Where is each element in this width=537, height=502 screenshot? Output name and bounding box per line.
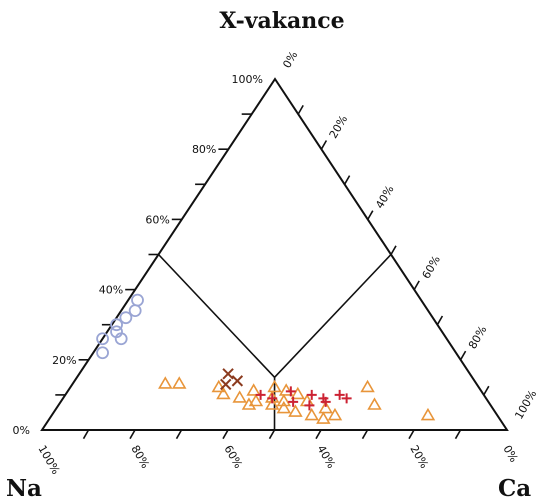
data-point-triangle	[158, 376, 173, 389]
apex-label-ca: Ca	[498, 475, 531, 502]
data-point-plus	[320, 396, 331, 407]
data-point-triangle	[290, 386, 306, 400]
tick-right	[459, 350, 467, 361]
tick-right	[343, 175, 351, 185]
tick-label-left: 40%	[99, 284, 123, 297]
data-point-plus	[267, 393, 278, 404]
tick-right	[320, 140, 328, 150]
data-point-circle	[96, 332, 109, 346]
data-point-triangle	[267, 379, 282, 393]
data-points	[96, 293, 436, 424]
tick-label-left: 80%	[192, 143, 216, 156]
tick-bottom	[82, 429, 90, 440]
data-point-plus	[304, 400, 315, 411]
tick-bottom	[268, 429, 276, 440]
tick-bottom	[361, 429, 369, 440]
tick-right	[390, 245, 397, 255]
data-point-triangle	[276, 393, 292, 407]
data-point-triangle	[288, 404, 303, 417]
tick-right	[483, 385, 490, 396]
data-point-triangle	[360, 379, 375, 393]
tick-label-bottom: 20%	[407, 443, 430, 471]
data-point-triangle	[216, 386, 231, 400]
apex-label-na: Na	[6, 475, 42, 502]
data-point-plus	[285, 386, 296, 397]
tick-label-bottom: 60%	[221, 443, 244, 471]
data-point-triangle	[278, 383, 294, 396]
tick-bottom	[454, 429, 462, 440]
tick-right	[413, 280, 420, 290]
data-point-triangle	[304, 407, 319, 421]
tick-right	[436, 315, 444, 326]
data-point-plus	[334, 389, 345, 400]
data-point-triangle	[232, 390, 247, 403]
tick-label-bottom: 0%	[500, 443, 520, 465]
chart-title: X-vakance	[219, 8, 344, 34]
tick-label-right: 60%	[420, 253, 443, 281]
data-point-triangle	[367, 397, 382, 410]
data-point-circle	[114, 332, 128, 346]
tick-bottom	[315, 429, 322, 440]
axis-ticks	[55, 105, 490, 440]
data-point-triangle	[327, 407, 343, 421]
tick-bottom	[222, 429, 229, 440]
tick-bottom	[129, 429, 136, 440]
data-point-circle	[110, 318, 123, 332]
data-point-plus	[306, 389, 317, 400]
tick-label-right: 0%	[280, 49, 300, 71]
tick-label-bottom: 40%	[314, 443, 337, 471]
field-line-left	[157, 253, 276, 378]
data-point-triangle	[211, 379, 226, 393]
tick-label-right: 40%	[373, 183, 396, 211]
data-point-triangle	[276, 400, 292, 414]
data-point-triangle	[420, 407, 436, 421]
data-point-triangle	[264, 397, 280, 410]
tick-label-left: 0%	[13, 424, 30, 437]
tick-label-bottom: 80%	[128, 443, 151, 471]
tick-label-left: 20%	[52, 354, 76, 367]
data-point-circle	[119, 311, 133, 325]
tick-label-left: 100%	[232, 73, 263, 86]
data-point-triangle	[246, 383, 261, 396]
tick-right	[367, 210, 374, 220]
tick-label-bottom: 100%	[35, 443, 62, 477]
tick-label-right: 80%	[466, 324, 489, 352]
tick-label-left: 60%	[145, 213, 169, 226]
data-point-triangle	[241, 397, 257, 410]
data-point-cross	[231, 375, 244, 387]
tick-label-right: 100%	[512, 388, 537, 422]
data-point-triangle	[248, 393, 264, 407]
field-line-right	[273, 253, 392, 378]
tick-label-right: 20%	[327, 113, 350, 141]
data-point-triangle	[318, 400, 333, 414]
data-point-cross	[220, 378, 232, 391]
data-point-circle	[128, 304, 142, 318]
data-point-plus	[255, 389, 266, 400]
data-point-triangle	[172, 376, 187, 389]
data-point-plus	[288, 396, 299, 407]
data-point-plus	[341, 393, 352, 404]
tick-right	[297, 105, 304, 115]
tick-bottom	[175, 429, 183, 440]
data-point-triangle	[316, 411, 331, 424]
tick-bottom	[408, 429, 415, 440]
data-point-cross	[222, 368, 234, 380]
data-point-circle	[96, 346, 109, 360]
data-point-circle	[131, 293, 144, 307]
